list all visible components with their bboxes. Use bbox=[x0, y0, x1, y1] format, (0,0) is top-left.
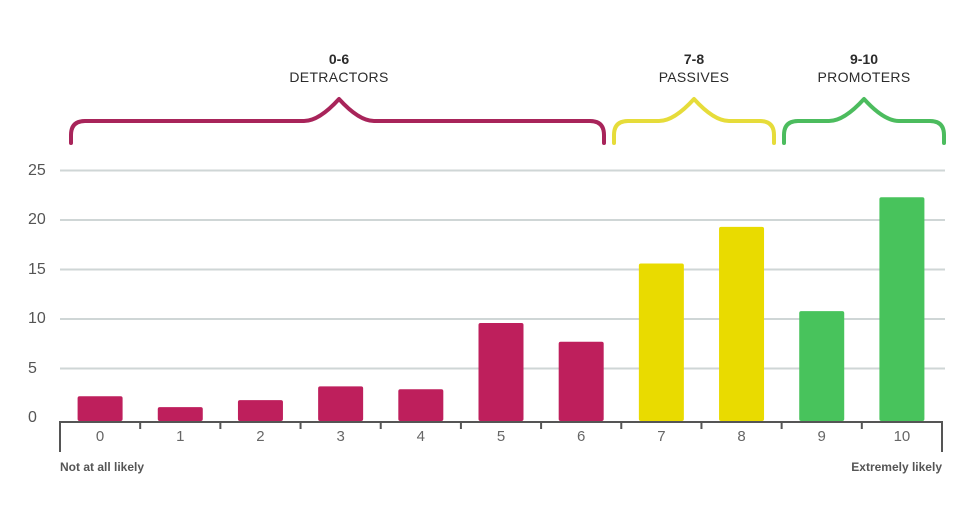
bar-8 bbox=[719, 226, 765, 421]
y-tick-label: 5 bbox=[28, 359, 37, 377]
x-tick-label: 9 bbox=[817, 428, 826, 445]
group-name: DETRACTORS bbox=[289, 69, 389, 85]
x-axis-left-label: Not at all likely bbox=[60, 460, 145, 474]
bar-9 bbox=[799, 311, 845, 421]
y-tick-label: 10 bbox=[28, 310, 46, 327]
x-tick-label: 10 bbox=[893, 428, 911, 445]
brace-detractors bbox=[69, 97, 606, 145]
bar-2 bbox=[237, 400, 283, 421]
x-tick-label: 6 bbox=[577, 428, 586, 445]
group-range: 0-6 bbox=[328, 51, 350, 67]
x-tick-label: 3 bbox=[336, 428, 345, 445]
bar-4 bbox=[398, 389, 444, 421]
x-tick-label: 5 bbox=[496, 428, 506, 445]
bar-0 bbox=[77, 396, 123, 421]
x-tick-label: 2 bbox=[256, 428, 265, 445]
group-label-promoters: 9-10 PROMOTERS bbox=[818, 50, 911, 86]
group-label-detractors: 0-6 DETRACTORS bbox=[289, 50, 388, 86]
brace-passives bbox=[612, 97, 776, 145]
group-range: 9-10 bbox=[849, 51, 879, 67]
y-tick-label: 20 bbox=[28, 211, 46, 228]
bar-5 bbox=[478, 322, 524, 421]
brace-promoters bbox=[782, 97, 946, 145]
x-tick-label: 0 bbox=[95, 428, 105, 445]
group-range: 7-8 bbox=[683, 51, 705, 67]
x-tick-label: 8 bbox=[737, 428, 746, 445]
x-tick-label: 4 bbox=[416, 428, 425, 445]
bar-10 bbox=[879, 197, 925, 421]
bar-3 bbox=[318, 386, 364, 421]
bar-1 bbox=[157, 407, 203, 421]
bar-7 bbox=[638, 263, 684, 421]
y-tick-label: 25 bbox=[28, 161, 46, 179]
x-tick-label: 7 bbox=[657, 428, 666, 445]
y-tick-label: 0 bbox=[28, 409, 37, 426]
y-tick-label: 15 bbox=[28, 260, 46, 278]
group-name: PROMOTERS bbox=[817, 69, 911, 85]
x-axis-right-label: Extremely likely bbox=[851, 460, 942, 474]
x-tick-label: 1 bbox=[176, 428, 185, 445]
group-label-passives: 7-8 PASSIVES bbox=[659, 50, 730, 86]
group-name: PASSIVES bbox=[658, 69, 730, 85]
bar-6 bbox=[558, 341, 604, 421]
